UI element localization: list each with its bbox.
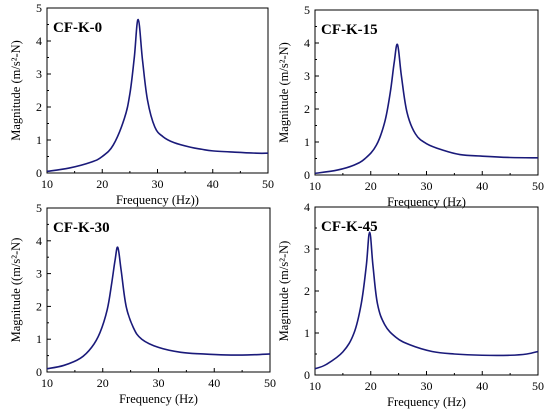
panel-title: CF-K-30: [53, 220, 110, 236]
x-tick-label: 10: [41, 376, 53, 390]
x-tick-label: 50: [264, 376, 276, 390]
x-tick-label: 40: [476, 179, 488, 193]
x-tick-label: 20: [365, 179, 377, 193]
y-tick-label: 2: [36, 299, 42, 313]
panel-cf-k-0: CF-K-0 Frequency (Hz)) Magnitude (m/s²-N…: [9, 1, 274, 207]
y-tick-label: 0: [36, 166, 42, 180]
x-tick-label: 20: [97, 376, 109, 390]
y-axis-label: Magnitude ((m/s²-N): [9, 238, 23, 343]
panel-title: CF-K-45: [321, 219, 378, 235]
series-line: [314, 43, 539, 175]
y-tick-label: 2: [36, 100, 42, 114]
x-tick-label: 30: [421, 379, 433, 393]
y-tick-label: 0: [304, 168, 310, 182]
x-tick-label: 40: [476, 379, 488, 393]
y-axis-label: Magnitude (m/s²-N): [277, 241, 291, 342]
y-tick-label: 4: [304, 200, 310, 214]
y-tick-label: 3: [36, 267, 42, 281]
x-tick-label: 40: [207, 177, 219, 191]
panel-title: CF-K-15: [321, 22, 378, 38]
x-axis-label: Frequency (Hz): [119, 392, 198, 406]
x-tick-label: 20: [365, 379, 377, 393]
x-axis-label: Frequency (Hz): [387, 395, 466, 409]
panel-title: CF-K-0: [53, 20, 102, 36]
x-tick-label: 20: [96, 177, 108, 191]
y-tick-label: 1: [304, 326, 310, 340]
x-tick-label: 10: [309, 379, 321, 393]
x-tick-label: 50: [532, 379, 544, 393]
y-tick-label: 4: [36, 34, 42, 48]
y-tick-label: 2: [304, 284, 310, 298]
y-tick-label: 3: [36, 67, 42, 81]
x-axis-label: Frequency (Hz): [387, 195, 466, 209]
series-line: [46, 246, 271, 370]
panel-cf-k-45: CF-K-45 Frequency (Hz) Magnitude (m/s²-N…: [277, 200, 544, 409]
y-axis-label: Magnitude (m/s²-N): [9, 40, 23, 141]
y-tick-label: 5: [36, 201, 42, 215]
x-tick-label: 50: [532, 179, 544, 193]
panel-cf-k-15: CF-K-15 Frequency (Hz) Magnitude (m/s²-N…: [277, 3, 544, 209]
x-tick-label: 40: [208, 376, 220, 390]
series-line: [314, 231, 539, 370]
series-line: [46, 18, 269, 173]
y-tick-label: 0: [304, 368, 310, 382]
y-tick-label: 3: [304, 242, 310, 256]
y-tick-label: 1: [36, 133, 42, 147]
x-tick-label: 50: [262, 177, 274, 191]
y-tick-label: 1: [304, 135, 310, 149]
y-tick-label: 5: [36, 1, 42, 15]
y-tick-label: 1: [36, 332, 42, 346]
x-tick-label: 30: [421, 179, 433, 193]
x-tick-label: 10: [41, 177, 53, 191]
y-tick-label: 4: [304, 36, 310, 50]
y-tick-label: 0: [36, 365, 42, 379]
y-tick-label: 5: [304, 3, 310, 17]
x-tick-label: 10: [309, 179, 321, 193]
y-axis-label: Magnitude (m/s²-N): [277, 42, 291, 143]
y-tick-label: 2: [304, 102, 310, 116]
panel-cf-k-30: CF-K-30 Frequency (Hz) Magnitude ((m/s²-…: [9, 201, 276, 406]
x-tick-label: 30: [153, 376, 165, 390]
y-tick-label: 4: [36, 234, 42, 248]
x-axis-label: Frequency (Hz)): [116, 193, 199, 207]
x-tick-label: 30: [152, 177, 164, 191]
y-tick-label: 3: [304, 69, 310, 83]
